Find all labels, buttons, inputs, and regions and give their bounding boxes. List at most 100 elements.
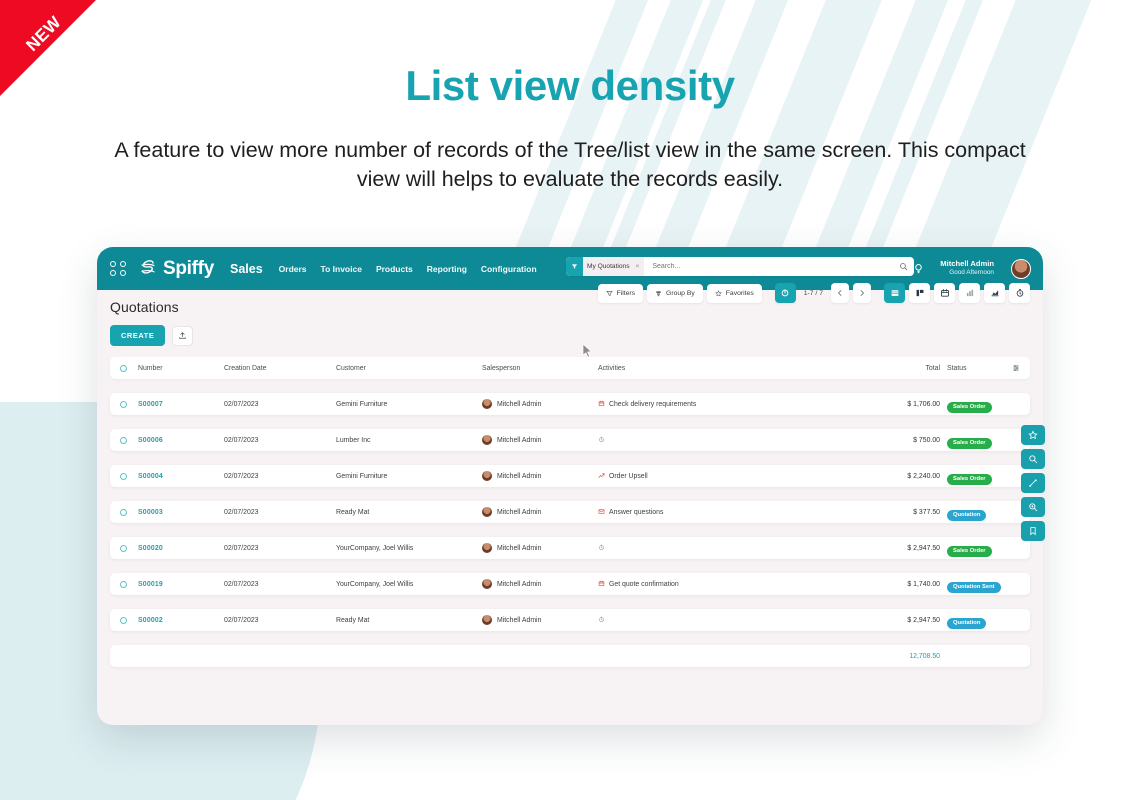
bookmark-icon[interactable] — [1021, 521, 1045, 541]
cell-salesperson: Mitchell Admin — [482, 399, 598, 409]
column-header-activities[interactable]: Activities — [598, 364, 626, 372]
cell-total: $ 2,240.00 — [907, 472, 940, 480]
cell-customer: YourCompany, Joel Willis — [336, 544, 414, 552]
table-row[interactable]: S00020 02/07/2023 YourCompany, Joel Willis… — [110, 537, 1030, 559]
nav-item-configuration[interactable]: Configuration — [480, 263, 537, 274]
salesperson-avatar — [482, 615, 492, 625]
activity-label: Answer questions — [609, 508, 664, 516]
create-button[interactable]: CREATE — [110, 325, 166, 346]
app-window: Spiffy Sales Orders To Invoice Products … — [97, 247, 1043, 725]
table-row[interactable]: S00003 02/07/2023 Ready Mat Mitchell Admin A… — [110, 501, 1030, 523]
search-bar[interactable]: My Quotations × — [566, 257, 914, 276]
column-header-status[interactable]: Status — [947, 364, 967, 372]
zoom-in-icon[interactable] — [1021, 497, 1045, 517]
cell-number[interactable]: S00006 — [138, 436, 163, 444]
favorites-button[interactable]: Favorites — [706, 283, 762, 303]
search-icon[interactable] — [899, 258, 908, 276]
cell-number[interactable]: S00020 — [138, 544, 163, 552]
row-checkbox[interactable] — [120, 616, 138, 624]
tip-bulb-icon[interactable] — [912, 262, 925, 275]
activity-icon — [598, 508, 605, 517]
column-settings-icon[interactable] — [1006, 364, 1020, 372]
cell-activities[interactable] — [598, 616, 866, 625]
import-upload-icon[interactable] — [172, 325, 194, 346]
search-facet-remove[interactable]: × — [635, 263, 640, 270]
cell-number[interactable]: S00019 — [138, 580, 163, 588]
cell-activities[interactable]: Get quote confirmation — [598, 580, 866, 589]
filters-button[interactable]: Filters — [597, 283, 644, 303]
nav-item-to-invoice[interactable]: To Invoice — [320, 263, 362, 274]
favorite-star-icon[interactable] — [1021, 425, 1045, 445]
search-facet[interactable]: My Quotations × — [566, 257, 645, 276]
salesperson-avatar — [482, 579, 492, 589]
mouse-cursor — [582, 343, 593, 363]
column-header-customer[interactable]: Customer — [336, 364, 366, 372]
search-rail-icon[interactable] — [1021, 449, 1045, 469]
pager-previous-button[interactable] — [831, 283, 849, 303]
status-badge: Quotation — [947, 617, 987, 629]
cell-total: $ 1,740.00 — [907, 580, 940, 588]
cell-activities[interactable] — [598, 544, 866, 553]
filters-label: Filters — [616, 289, 636, 297]
table-row[interactable]: S00007 02/07/2023 Gemini Furniture Mitchell… — [110, 393, 1030, 415]
activity-label: Check delivery requirements — [609, 400, 697, 408]
list-view-icon[interactable] — [884, 283, 905, 303]
cell-activities[interactable]: Check delivery requirements — [598, 400, 866, 409]
status-badge: Sales Order — [947, 437, 992, 449]
cell-activities[interactable] — [598, 436, 866, 445]
cell-number[interactable]: S00003 — [138, 508, 163, 516]
cell-number[interactable]: S00004 — [138, 472, 163, 480]
cell-creation-date: 02/07/2023 — [224, 436, 259, 444]
row-checkbox[interactable] — [120, 544, 138, 552]
nav-item-reporting[interactable]: Reporting — [426, 263, 467, 274]
nav-item-orders[interactable]: Orders — [278, 263, 307, 274]
apps-grid-icon[interactable] — [110, 260, 126, 277]
expand-arrow-icon[interactable] — [1021, 473, 1045, 493]
group-by-button[interactable]: Group By — [647, 283, 703, 303]
cell-activities[interactable]: Order Upsell — [598, 472, 866, 481]
breadcrumb: Quotations — [110, 299, 179, 315]
cell-number[interactable]: S00002 — [138, 616, 163, 624]
user-menu[interactable]: Mitchell Admin Good Afternoon — [940, 260, 994, 276]
cell-activities[interactable]: Answer questions — [598, 508, 866, 517]
table-row[interactable]: S00004 02/07/2023 Gemini Furniture Mitchell… — [110, 465, 1030, 487]
row-checkbox[interactable] — [120, 436, 138, 444]
column-header-number[interactable]: Number — [138, 364, 163, 372]
activity-icon — [598, 436, 605, 445]
brand-name: Spiffy — [163, 257, 214, 279]
kanban-view-icon[interactable] — [909, 283, 930, 303]
avatar[interactable] — [1011, 258, 1031, 279]
cell-salesperson: Mitchell Admin — [482, 471, 598, 481]
cell-number[interactable]: S00007 — [138, 400, 163, 408]
search-input[interactable] — [644, 263, 899, 270]
pivot-view-icon[interactable] — [959, 283, 980, 303]
select-all-checkbox[interactable] — [120, 364, 138, 372]
row-checkbox[interactable] — [120, 508, 138, 516]
nav-item-products[interactable]: Products — [375, 263, 413, 274]
calendar-view-icon[interactable] — [934, 283, 955, 303]
table-row[interactable]: S00019 02/07/2023 YourCompany, Joel Willis… — [110, 573, 1030, 595]
hero-section: List view density A feature to view more… — [0, 0, 1140, 194]
brand-logo[interactable]: Spiffy — [139, 258, 214, 280]
nav-app-name[interactable]: Sales — [229, 261, 263, 276]
row-checkbox[interactable] — [120, 580, 138, 588]
table-row[interactable]: S00002 02/07/2023 Ready Mat Mitchell Admin $… — [110, 609, 1030, 631]
column-header-salesperson[interactable]: Salesperson — [482, 364, 521, 372]
ribbon-triangle — [0, 0, 96, 96]
activity-view-icon[interactable] — [1009, 283, 1030, 303]
cell-status: Sales Order — [940, 431, 1006, 449]
column-header-creation-date[interactable]: Creation Date — [224, 364, 267, 372]
star-icon — [715, 289, 722, 296]
list-density-icon[interactable] — [774, 283, 796, 303]
row-checkbox[interactable] — [120, 472, 138, 480]
footer-total-amount: 12,708.50 — [909, 652, 940, 660]
table-row[interactable]: S00006 02/07/2023 Lumber Inc Mitchell Admin… — [110, 429, 1030, 451]
column-header-total[interactable]: Total — [925, 364, 940, 372]
pager-next-button[interactable] — [853, 283, 871, 303]
row-checkbox[interactable] — [120, 400, 138, 408]
nav-menu: Orders To Invoice Products Reporting Con… — [279, 264, 537, 274]
new-ribbon: NEW — [0, 0, 96, 96]
page-subtitle: A feature to view more number of records… — [114, 138, 1026, 191]
status-badge: Sales Order — [947, 401, 992, 413]
graph-view-icon[interactable] — [984, 283, 1005, 303]
